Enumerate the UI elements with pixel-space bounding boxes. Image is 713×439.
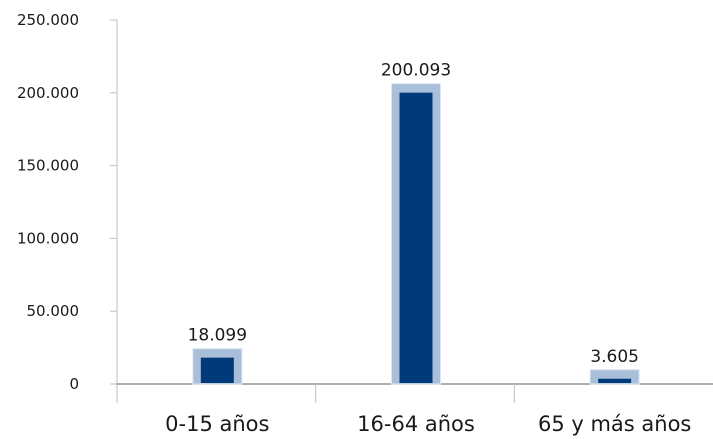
x-category-label: 65 y más años [538,412,691,436]
bar [192,348,243,385]
y-tick-label: 250.000 [17,11,79,29]
y-tick-label: 150.000 [17,157,79,175]
x-category-label: 16-64 años [357,412,475,436]
bars-group [192,83,640,385]
data-label: 200.093 [381,61,451,81]
labels-group: 0 50.000 100.000 150.000 200.000 250.000 18.09… [17,11,691,436]
y-tick-label: 100.000 [17,229,79,247]
bar-fill [598,378,632,383]
bar [589,369,640,385]
y-tick-label: 0 [69,375,79,393]
data-label: 18.099 [188,326,247,346]
y-tick-label: 50.000 [27,302,80,320]
bar [391,83,441,385]
y-tick-label: 200.000 [17,84,79,102]
data-label: 3.605 [590,347,639,367]
bar-fill [399,92,433,384]
x-category-label: 0-15 años [165,412,269,436]
bar-fill [200,357,234,383]
